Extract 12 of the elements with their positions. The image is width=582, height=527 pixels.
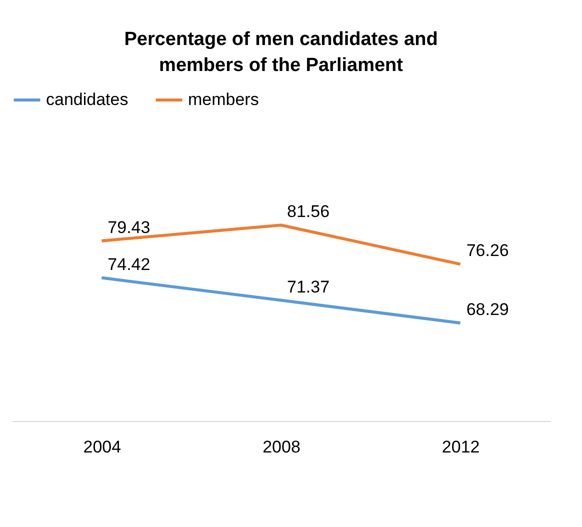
data-label: 76.26 <box>466 241 509 260</box>
legend-label: candidates <box>46 90 128 109</box>
legend-label: members <box>188 90 259 109</box>
x-tick-label: 2008 <box>262 438 300 456</box>
x-tick-label: 2012 <box>442 438 480 456</box>
data-label: 71.37 <box>287 277 330 296</box>
x-tick-label: 2004 <box>83 438 122 456</box>
data-label: 74.42 <box>108 254 150 274</box>
data-label: 81.56 <box>287 202 330 222</box>
data-label: 68.29 <box>466 300 509 319</box>
data-label: 79.43 <box>108 218 150 237</box>
chart-title: Percentage of men candidates and members of the Parliament <box>124 29 438 76</box>
